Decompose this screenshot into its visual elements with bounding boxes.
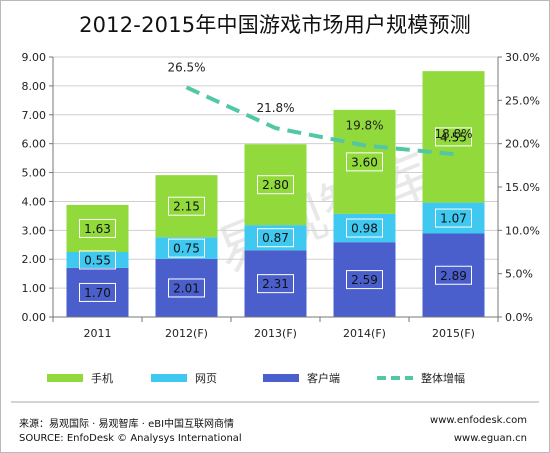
legend-swatch [151, 374, 187, 382]
growth-label: 21.8% [256, 101, 294, 115]
bar-segment [155, 175, 218, 238]
data-label: 4.55 [440, 130, 467, 144]
legend-label: 网页 [195, 372, 217, 385]
left-y-axis: 0.00 1.00 2.00 3.00 4.00 5.00 6.00 7.00 8.00 9.00 [22, 51, 54, 324]
left-tick-label: 2.00 [22, 253, 47, 266]
growth-label: 18.8% [434, 127, 472, 141]
growth-line [185, 85, 454, 157]
bar-group: 1.70 0.55 1.63 2.01 0.75 2.15 2.31 0.87 2.80 2.59… [66, 71, 485, 317]
bar-segment [66, 204, 129, 252]
right-y-axis: 0.0% 5.0% 10.0% 15.0% 20.0% 25.0% 30.0% [497, 51, 540, 324]
left-tick-label: 0.00 [22, 311, 47, 324]
data-label-box [346, 152, 383, 172]
data-label-box [257, 175, 294, 195]
bar-segment [66, 252, 129, 268]
x-tick-label: 2015(F) [432, 327, 475, 340]
data-label: 2.89 [440, 269, 467, 283]
data-label-box [168, 196, 205, 216]
data-label-box [257, 274, 294, 294]
bar-segment [155, 258, 218, 317]
legend-swatch [47, 374, 83, 382]
data-label: 0.55 [84, 253, 111, 267]
left-tick-label: 7.00 [22, 109, 47, 122]
url-enfodesk: www.enfodesk.com [430, 415, 527, 426]
x-tick-label: 2012(F) [165, 327, 208, 340]
bar-segment [422, 233, 485, 317]
data-label: 1.07 [440, 212, 467, 226]
data-label: 2.01 [173, 281, 200, 295]
bar-segment [155, 237, 218, 259]
data-label-box [79, 282, 116, 302]
data-label-box [168, 278, 205, 298]
data-label-box [79, 218, 116, 238]
source-cn: 来源：易观国际 · 易观智库 · eBI中国互联网商情 [19, 419, 235, 430]
growth-label: 26.5% [167, 60, 205, 74]
data-label: 3.60 [351, 155, 378, 169]
data-label: 0.75 [173, 242, 200, 256]
growth-line-group: 26.5% 21.8% 19.8% 18.8% [167, 60, 473, 157]
legend-label: 整体增幅 [421, 371, 465, 385]
x-tick-label: 2011 [84, 327, 112, 340]
right-tick-label: 15.0% [505, 181, 540, 194]
bar-segment [333, 109, 396, 214]
left-tick-label: 3.00 [22, 224, 47, 237]
bar-segment [333, 242, 396, 317]
growth-label: 19.8% [345, 118, 383, 132]
x-axis: 2011 2012(F) 2013(F) 2014(F) 2015(F) [52, 316, 499, 340]
left-tick-label: 4.00 [22, 195, 47, 208]
data-label: 0.98 [351, 222, 378, 236]
data-label-box [79, 250, 116, 270]
url-eguan: www.eguan.cn [453, 433, 527, 444]
data-label: 2.80 [262, 178, 289, 192]
data-label-box [257, 228, 294, 248]
data-label: 2.59 [351, 273, 378, 287]
data-label-box [346, 270, 383, 290]
bar-segment [422, 202, 485, 234]
left-tick-label: 5.00 [22, 167, 47, 180]
data-label-box [346, 218, 383, 238]
left-tick-label: 1.00 [22, 282, 47, 295]
right-tick-label: 25.0% [505, 94, 540, 107]
left-tick-label: 9.00 [22, 51, 47, 64]
right-tick-label: 5.0% [505, 268, 533, 281]
legend-label: 手机 [91, 371, 113, 385]
data-label-box [168, 238, 205, 258]
data-label-box [435, 127, 472, 147]
right-tick-label: 20.0% [505, 138, 540, 151]
left-tick-label: 6.00 [22, 138, 47, 151]
right-tick-label: 30.0% [505, 51, 540, 64]
data-label-box [435, 265, 472, 285]
watermark: 易观智库 [208, 142, 440, 286]
x-tick-label: 2014(F) [343, 327, 386, 340]
data-label: 2.15 [173, 200, 200, 214]
bar-segment [244, 144, 307, 226]
data-label: 0.87 [262, 231, 289, 245]
chart-title: 2012-2015年中国游戏市场用户规模预测 [79, 13, 471, 37]
x-tick-label: 2013(F) [254, 327, 297, 340]
data-label: 1.70 [84, 286, 111, 300]
source-en: SOURCE: EnfoDesk © Analysys Internationa… [19, 433, 242, 444]
bar-segment [66, 267, 129, 317]
legend-label: 客户端 [307, 371, 340, 385]
data-label-box [435, 208, 472, 228]
legend: 手机 网页 客户端 整体增幅 [11, 371, 539, 403]
bar-segment [244, 250, 307, 317]
data-label: 2.31 [262, 277, 289, 291]
left-tick-label: 8.00 [22, 80, 47, 93]
right-tick-label: 10.0% [505, 224, 540, 237]
bar-segment [244, 225, 307, 251]
right-tick-label: 0.0% [505, 311, 533, 324]
watermark-text: 易观智库 [208, 142, 440, 286]
legend-swatch [263, 374, 299, 382]
bar-segment [422, 71, 485, 203]
data-label: 1.63 [84, 222, 111, 236]
